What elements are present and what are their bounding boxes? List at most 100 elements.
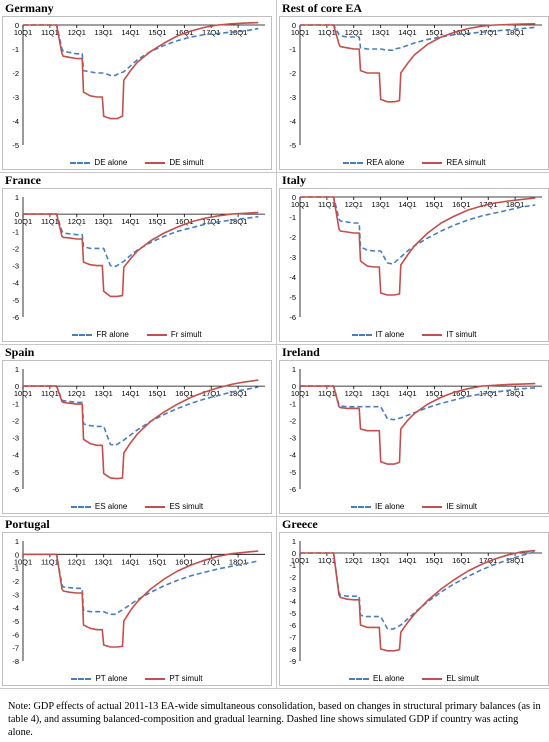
legend-item-alone: FR alone (72, 330, 129, 339)
legend-label: IT simult (446, 330, 477, 339)
panel-spain: Spain 1 0 -1 -2 -3 -4 -5 -6 10Q1 11Q1 12Q1 13Q1 14Q1… (0, 344, 274, 517)
legend: DE alone DE simult (3, 158, 271, 167)
legend-label: REA simult (446, 158, 486, 167)
y-tick-label: 0 (15, 382, 19, 391)
panel-rest-of-core-ea: Rest of core EA 0 -1 -2 -3 -4 -5 10Q1 11Q1 12Q1 1… (277, 0, 549, 173)
x-tick-label: 18Q1 (506, 28, 524, 37)
series-line-simult (23, 550, 259, 648)
y-tick-label: 1 (292, 365, 296, 374)
row-divider-2 (0, 344, 549, 345)
x-tick-label: 15Q1 (148, 28, 166, 37)
y-tick-label: -3 (12, 590, 19, 599)
legend-swatch-dashed (342, 161, 363, 164)
chart-svg: 0 -1 -2 -3 -4 -5 10Q1 11Q1 12Q1 13Q1 14Q1 15Q1 16Q1 1… (289, 21, 542, 150)
legend-label: IE simult (446, 502, 478, 511)
y-tick-label: -3 (289, 585, 296, 594)
legend-item-simult: Fr simult (146, 330, 202, 339)
series-line-alone (300, 24, 536, 52)
y-tick-label: -8 (12, 657, 19, 666)
y-tick-label: -2 (12, 577, 19, 586)
y-tick-label: 1 (15, 365, 19, 374)
x-tick-label: 11Q1 (41, 217, 59, 226)
y-tick-label: 0 (292, 21, 296, 30)
x-tick-label: 13Q1 (371, 200, 389, 209)
chart-svg: 0 -1 -2 -3 -4 -5 -6 10Q1 11Q1 12Q1 13Q1 14Q1 15Q1 16Q… (289, 193, 542, 322)
row-divider-4 (0, 688, 549, 689)
y-tick-label: -5 (12, 617, 19, 626)
y-tick-label: -5 (12, 141, 19, 150)
series-line-simult (23, 211, 259, 298)
legend-item-simult: PT simult (145, 674, 203, 683)
chart-svg: 0 -1 -2 -3 -4 -5 10Q1 11Q1 12Q1 13Q1 14Q1 15Q1 16Q1 1… (12, 21, 265, 150)
legend: EL alone EL simult (280, 674, 548, 683)
x-tick-label: 17Q1 (479, 28, 497, 37)
y-tick-label: -8 (289, 645, 296, 654)
x-tick-label: 11Q1 (318, 28, 336, 37)
x-tick-label: 16Q1 (175, 217, 193, 226)
y-tick-label: -1 (289, 45, 296, 54)
series-line-alone (300, 196, 536, 265)
legend-label: REA alone (366, 158, 405, 167)
panel-title: Italy (282, 173, 306, 187)
x-tick-label: 13Q1 (371, 28, 389, 37)
y-tick-label: -6 (12, 485, 19, 494)
x-tick-label: 10Q1 (291, 200, 309, 209)
x-tick-label: 17Q1 (479, 556, 497, 565)
y-tick-label: -3 (12, 434, 19, 443)
x-tick-label: 16Q1 (452, 200, 470, 209)
x-tick-label: 14Q1 (398, 389, 416, 398)
legend-swatch-solid (422, 677, 443, 680)
y-tick-label: 1 (292, 537, 296, 546)
legend-swatch-solid (145, 677, 166, 680)
y-tick-label: -6 (289, 621, 296, 630)
y-tick-label: 0 (15, 210, 19, 219)
x-tick-label: 11Q1 (318, 556, 336, 565)
y-tick-label: -5 (289, 609, 296, 618)
series-line-alone (23, 24, 259, 77)
x-tick-label: 17Q1 (202, 557, 220, 566)
y-tick-label: -2 (289, 69, 296, 78)
x-tick-label: 14Q1 (121, 557, 139, 566)
legend-item-simult: DE simult (145, 158, 204, 167)
x-tick-label: 15Q1 (425, 556, 443, 565)
x-tick-label: 13Q1 (371, 389, 389, 398)
x-tick-label: 12Q1 (345, 28, 363, 37)
legend-swatch-dashed (351, 333, 372, 336)
chart-area: 0 -1 -2 -3 -4 -5 10Q1 11Q1 12Q1 13Q1 14Q1 15Q1 16Q1 1… (279, 16, 549, 170)
legend-item-simult: IT simult (422, 330, 476, 339)
x-tick-label: 11Q1 (41, 557, 59, 566)
chart-svg: 1 0 -1 -2 -3 -4 -5 -6 10Q1 11Q1 12Q1 13Q1 14Q1 15Q1 16… (12, 365, 265, 494)
panel-title: Spain (5, 345, 35, 359)
y-tick-label: -6 (289, 313, 296, 322)
y-tick-label: -6 (12, 313, 19, 322)
series-line-simult (300, 549, 536, 652)
legend-item-simult: EL simult (422, 674, 479, 683)
x-tick-label: 14Q1 (121, 28, 139, 37)
x-tick-label: 10Q1 (291, 556, 309, 565)
legend-label: ES alone (94, 502, 128, 511)
series-line-simult (300, 382, 536, 465)
y-tick-label: -4 (289, 597, 296, 606)
legend-label: Fr simult (170, 330, 202, 339)
legend-label: DE simult (169, 158, 204, 167)
chart-svg: 1 0 -1 -2 -3 -4 -5 -6 10Q1 11Q1 12Q1 13Q1 14Q1 15Q1 16… (12, 193, 265, 322)
legend-swatch-dashed (349, 677, 370, 680)
y-tick-label: 1 (15, 193, 19, 202)
legend-swatch-solid (422, 161, 443, 164)
x-tick-label: 17Q1 (202, 389, 220, 398)
chart-area: 0 -1 -2 -3 -4 -5 -6 10Q1 11Q1 12Q1 13Q1 14Q1 15Q1 16Q… (279, 188, 549, 342)
legend-item-alone: EL alone (349, 674, 404, 683)
legend-item-alone: PT alone (71, 674, 127, 683)
panel-title: Ireland (282, 345, 320, 359)
series-line-alone (23, 213, 259, 268)
panel-title: France (5, 173, 41, 187)
y-tick-label: 0 (292, 549, 296, 558)
legend: REA alone REA simult (280, 158, 548, 167)
legend-swatch-solid (145, 505, 166, 508)
legend-label: EL simult (446, 674, 479, 683)
x-tick-label: 11Q1 (318, 389, 336, 398)
y-tick-label: -3 (289, 434, 296, 443)
y-tick-label: -1 (12, 564, 19, 573)
y-tick-label: 0 (292, 382, 296, 391)
x-tick-label: 17Q1 (202, 28, 220, 37)
